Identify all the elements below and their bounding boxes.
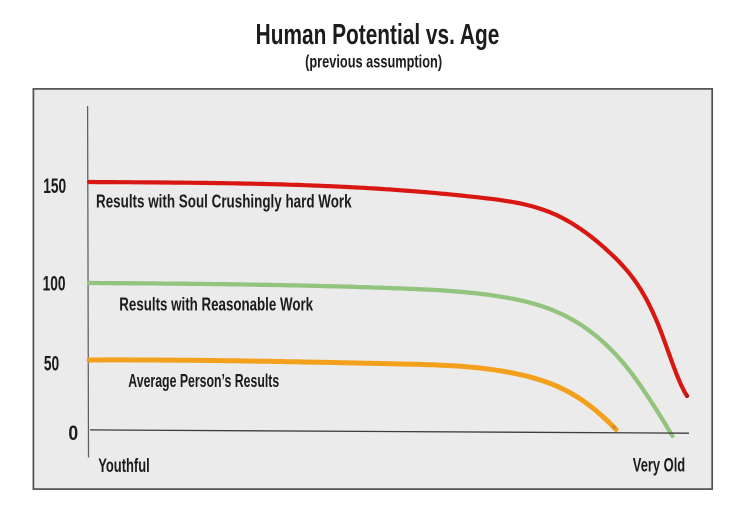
svg-text:0: 0 — [68, 421, 78, 445]
svg-text:Very Old: Very Old — [633, 455, 685, 476]
svg-text:(previous assumption): (previous assumption) — [305, 53, 442, 72]
svg-text:Average Person’s Results: Average Person’s Results — [128, 371, 279, 391]
svg-text:Human Potential vs. Age: Human Potential vs. Age — [256, 20, 500, 51]
svg-text:Results with Reasonable Work: Results with Reasonable Work — [119, 294, 314, 315]
svg-text:100: 100 — [43, 271, 66, 295]
svg-text:Youthful: Youthful — [98, 456, 150, 477]
svg-text:150: 150 — [43, 174, 66, 198]
svg-text:Results with Soul Crushingly h: Results with Soul Crushingly hard Work — [96, 191, 352, 212]
svg-text:50: 50 — [44, 351, 59, 375]
